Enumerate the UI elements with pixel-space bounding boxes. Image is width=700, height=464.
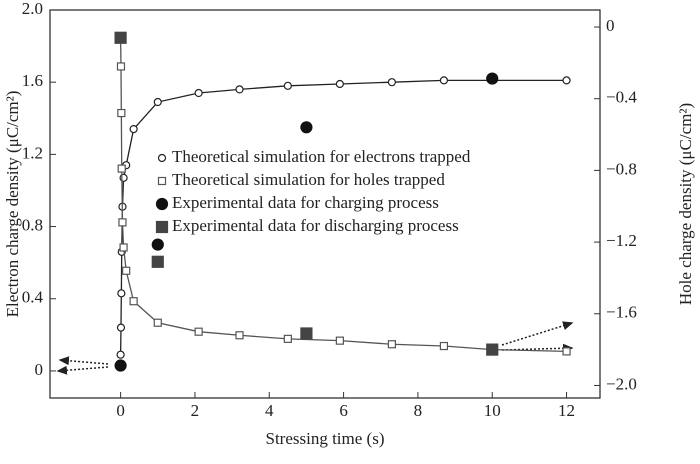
x-tick-label: 10 xyxy=(484,401,501,420)
y2-axis-label: Hole charge density (μC/cm²) xyxy=(676,103,695,305)
legend-marker xyxy=(155,220,169,234)
y-tick-label: 2.0 xyxy=(22,0,43,18)
legend-marker xyxy=(157,153,167,163)
legend-marker xyxy=(157,176,167,186)
data-point xyxy=(194,88,203,98)
y2-tick-label: −0.4 xyxy=(606,88,637,107)
legend-label: Theoretical simulation for electrons tra… xyxy=(172,147,471,166)
y2-tick-label: −1.2 xyxy=(606,231,637,250)
data-point xyxy=(122,266,131,275)
data-point xyxy=(129,125,138,134)
data-point xyxy=(151,255,164,268)
data-point xyxy=(562,347,571,356)
data-point xyxy=(116,62,126,71)
x-tick-label: 2 xyxy=(191,401,200,420)
y-tick-label: 0.4 xyxy=(22,288,44,307)
plot-frame xyxy=(49,9,601,399)
y2-tick-label: 0 xyxy=(606,16,615,35)
legend-label: Experimental data for discharging proces… xyxy=(172,216,459,235)
data-point xyxy=(117,108,126,118)
y2-tick-label: −2.0 xyxy=(606,374,637,393)
x-axis-label: Stressing time (s) xyxy=(266,429,385,448)
data-point xyxy=(439,76,449,85)
data-point xyxy=(300,121,313,134)
y-tick-label: 0 xyxy=(35,360,44,379)
y-axis-label: Electron charge density (μC/cm²) xyxy=(3,91,22,318)
data-point xyxy=(129,297,138,306)
x-tick-label: 8 xyxy=(414,401,423,420)
data-point xyxy=(387,340,396,349)
y2-tick-label: −0.8 xyxy=(606,159,637,178)
legend-label: Theoretical simulation for holes trapped xyxy=(172,170,445,189)
x-tick-label: 6 xyxy=(339,401,348,420)
data-point xyxy=(116,350,125,359)
data-point xyxy=(119,243,128,252)
data-point xyxy=(335,79,344,89)
data-point xyxy=(194,327,203,336)
data-point xyxy=(387,78,396,87)
data-point xyxy=(235,331,244,340)
arrows xyxy=(56,321,574,375)
data-point xyxy=(117,164,126,173)
data-point xyxy=(114,359,127,372)
data-point xyxy=(114,31,127,44)
data-point xyxy=(486,72,499,85)
data-point xyxy=(118,218,127,227)
data-point xyxy=(153,318,162,327)
x-tick-label: 4 xyxy=(265,401,274,420)
data-point xyxy=(151,238,164,251)
data-point xyxy=(335,336,344,345)
y-tick-label: 1.6 xyxy=(22,71,43,90)
data-point xyxy=(119,173,128,182)
legend-label: Experimental data for charging process xyxy=(172,193,439,212)
data-point xyxy=(439,341,449,351)
data-point xyxy=(235,85,244,94)
data-point xyxy=(283,334,292,343)
data-point xyxy=(562,76,571,85)
y2-tick-label: −1.6 xyxy=(606,303,637,322)
y-tick-label: 0.8 xyxy=(22,215,43,234)
x-tick-label: 0 xyxy=(116,401,125,420)
x-tick-label: 12 xyxy=(558,401,575,420)
y-tick-label: 1.2 xyxy=(22,143,43,162)
data-point xyxy=(486,343,499,356)
data-point xyxy=(300,327,313,340)
data-point xyxy=(116,323,126,332)
data-point xyxy=(117,289,126,298)
legend-marker xyxy=(155,197,169,211)
data-point xyxy=(283,81,292,90)
data-point xyxy=(153,97,162,107)
